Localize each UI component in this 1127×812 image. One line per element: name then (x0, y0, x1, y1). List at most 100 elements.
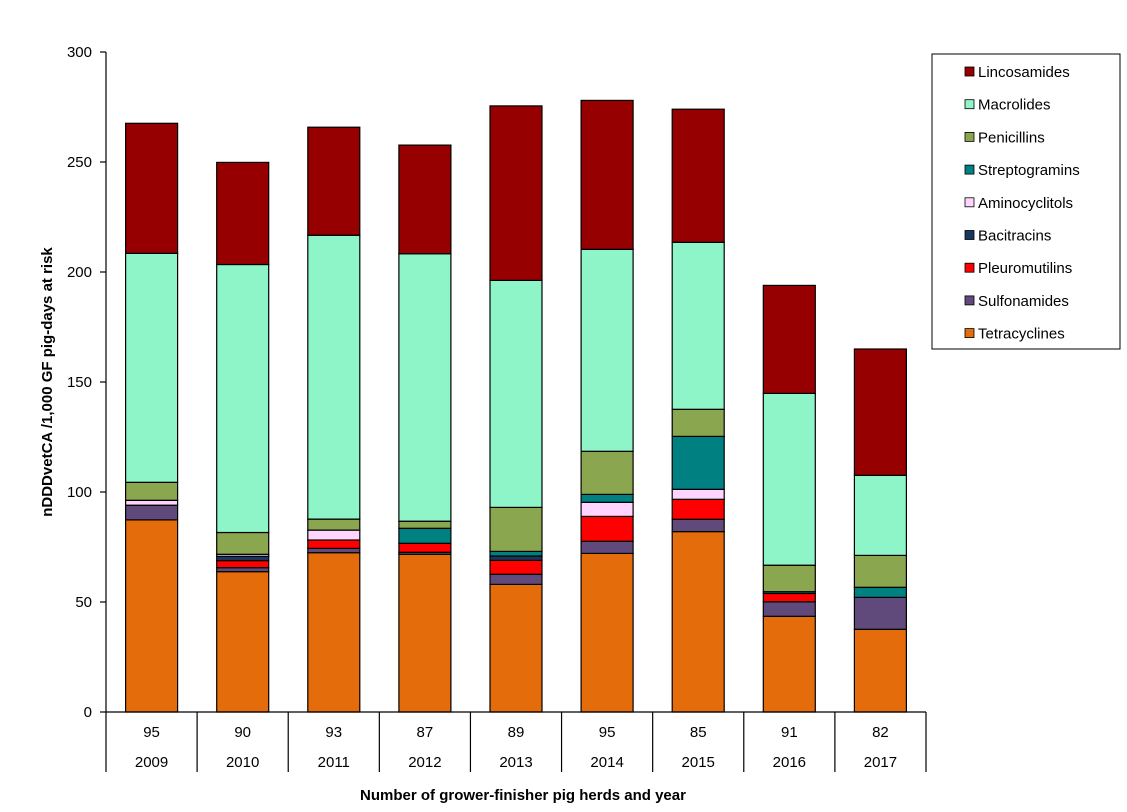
legend-label-streptogramins: Streptogramins (978, 162, 1080, 179)
bar-segment-macrolides-2014 (580, 248, 634, 452)
x-herd-count-label: 82 (872, 724, 889, 741)
bar-segment-penicillins-2011 (307, 518, 361, 531)
bar-segment-pleuromutilins-2014 (580, 515, 634, 542)
legend-label-aminocyclitols: Aminocyclitols (978, 195, 1073, 212)
bar-segment-lincosamides-2016 (762, 284, 816, 394)
y-tick-label: 50 (75, 594, 92, 611)
bar-segment-pleuromutilins-2013 (489, 559, 543, 575)
bar-segment-penicillins-2009 (124, 481, 179, 501)
bar-segment-pleuromutilins-2015 (671, 498, 725, 520)
x-year-label: 2009 (135, 754, 168, 771)
bar-segment-sulfonamides-2016 (762, 601, 816, 617)
bar-segment-penicillins-2017 (853, 554, 908, 588)
x-herd-count-label: 91 (781, 724, 798, 741)
bar-segment-macrolides-2011 (307, 234, 361, 520)
bar-segment-pleuromutilins-2010 (216, 559, 270, 569)
x-herd-count-label: 90 (234, 724, 251, 741)
bar-segment-sulfonamides-2014 (580, 540, 634, 554)
bar-segment-macrolides-2015 (671, 241, 725, 410)
y-tick-label: 100 (67, 484, 92, 501)
x-herd-count-label: 89 (508, 724, 525, 741)
y-tick-label: 300 (67, 44, 92, 61)
legend-label-sulfonamides: Sulfonamides (978, 293, 1069, 310)
bar-segment-tetracyclines-2015 (671, 530, 725, 713)
y-tick-label: 200 (67, 264, 92, 281)
legend-swatch-lincosamides (964, 66, 975, 77)
x-axis-title: Number of grower-finisher pig herds and … (360, 787, 686, 804)
bar-segment-lincosamides-2012 (398, 144, 452, 255)
legend-label-bacitracins: Bacitracins (978, 228, 1051, 245)
bar-segment-tetracyclines-2017 (853, 628, 908, 713)
bar-segment-macrolides-2017 (853, 474, 908, 556)
bar-segment-penicillins-2016 (762, 564, 816, 593)
legend-swatch-aminocyclitols (964, 197, 975, 208)
bar-segment-lincosamides-2009 (124, 122, 179, 254)
legend-box (931, 53, 1121, 350)
x-herd-count-label: 95 (599, 724, 616, 741)
bar-segment-sulfonamides-2010 (216, 567, 270, 573)
bar-segment-penicillins-2010 (216, 531, 270, 555)
x-year-label: 2017 (864, 754, 897, 771)
legend-label-tetracyclines: Tetracyclines (978, 326, 1065, 343)
x-herd-count-label: 87 (417, 724, 434, 741)
bar-segment-sulfonamides-2009 (124, 504, 179, 521)
x-year-label: 2011 (318, 754, 350, 771)
bar-segment-lincosamides-2013 (489, 105, 543, 282)
x-year-label: 2012 (408, 754, 441, 771)
bar-segment-lincosamides-2015 (671, 108, 725, 243)
legend-swatch-macrolides (964, 99, 975, 110)
bar-segment-streptogramins-2014 (580, 493, 634, 503)
x-year-label: 2010 (226, 754, 259, 771)
y-tick-label: 0 (84, 704, 92, 721)
bar-segment-sulfonamides-2017 (853, 596, 908, 630)
bar-segment-streptogramins-2012 (398, 527, 452, 544)
bar-segment-streptogramins-2013 (489, 550, 543, 557)
x-herd-count-label: 95 (143, 724, 160, 741)
bar-segment-lincosamides-2011 (307, 126, 361, 236)
legend-swatch-penicillins (964, 131, 975, 142)
bar-segment-pleuromutilins-2016 (762, 592, 816, 603)
bar-segment-macrolides-2013 (489, 279, 543, 508)
legend-label-penicillins: Penicillins (978, 129, 1045, 146)
x-herd-count-label: 85 (690, 724, 707, 741)
bar-segment-aminocyclitols-2011 (307, 529, 361, 541)
legend-swatch-tetracyclines (964, 328, 975, 339)
legend: Lincosamides Macrolides Penicillins Strepto… (931, 53, 1121, 350)
legend-swatch-streptogramins (964, 164, 975, 175)
bar-segment-tetracyclines-2012 (398, 553, 452, 713)
bar-segment-tetracyclines-2009 (124, 519, 179, 713)
y-axis: 0 50 100 150 200 250 300 (67, 44, 107, 721)
bar-segment-aminocyclitols-2009 (124, 499, 179, 506)
bar-segment-lincosamides-2014 (580, 99, 634, 250)
bar-segment-tetracyclines-2011 (307, 552, 361, 713)
bar-segment-tetracyclines-2016 (762, 615, 816, 713)
x-year-label: 2016 (773, 754, 806, 771)
x-year-label: 2014 (590, 754, 623, 771)
bar-segment-tetracyclines-2013 (489, 583, 543, 713)
y-tick-label: 150 (67, 374, 92, 391)
x-axis: 95 2009 90 2010 93 2011 87 2012 89 2013 95 2014 85 20… (105, 711, 927, 772)
bar-segment-tetracyclines-2010 (216, 570, 270, 713)
bar-segment-lincosamides-2017 (853, 348, 908, 476)
bar-segment-macrolides-2009 (124, 252, 179, 483)
bar-segment-sulfonamides-2013 (489, 573, 543, 585)
legend-swatch-bacitracins (964, 230, 975, 240)
bar-segment-macrolides-2010 (216, 263, 270, 534)
bar-segment-tetracyclines-2014 (580, 552, 634, 713)
legend-label-macrolides: Macrolides (978, 97, 1051, 114)
legend-label-lincosamides: Lincosamides (978, 64, 1070, 81)
legend-swatch-sulfonamides (964, 295, 975, 306)
x-year-label: 2015 (682, 754, 715, 771)
bar-segment-streptogramins-2017 (853, 586, 908, 598)
bar-segment-sulfonamides-2015 (671, 518, 725, 533)
bar-segment-streptogramins-2015 (671, 435, 725, 490)
bar-segment-penicillins-2012 (398, 520, 452, 529)
bars-group (124, 99, 908, 713)
bar-segment-aminocyclitols-2014 (580, 501, 634, 517)
legend-label-pleuromutilins: Pleuromutilins (978, 260, 1072, 277)
x-herd-count-label: 93 (325, 724, 342, 741)
x-year-label: 2013 (499, 754, 532, 771)
bar-segment-pleuromutilins-2012 (398, 542, 452, 553)
bar-segment-bacitracins-2013 (489, 555, 543, 562)
